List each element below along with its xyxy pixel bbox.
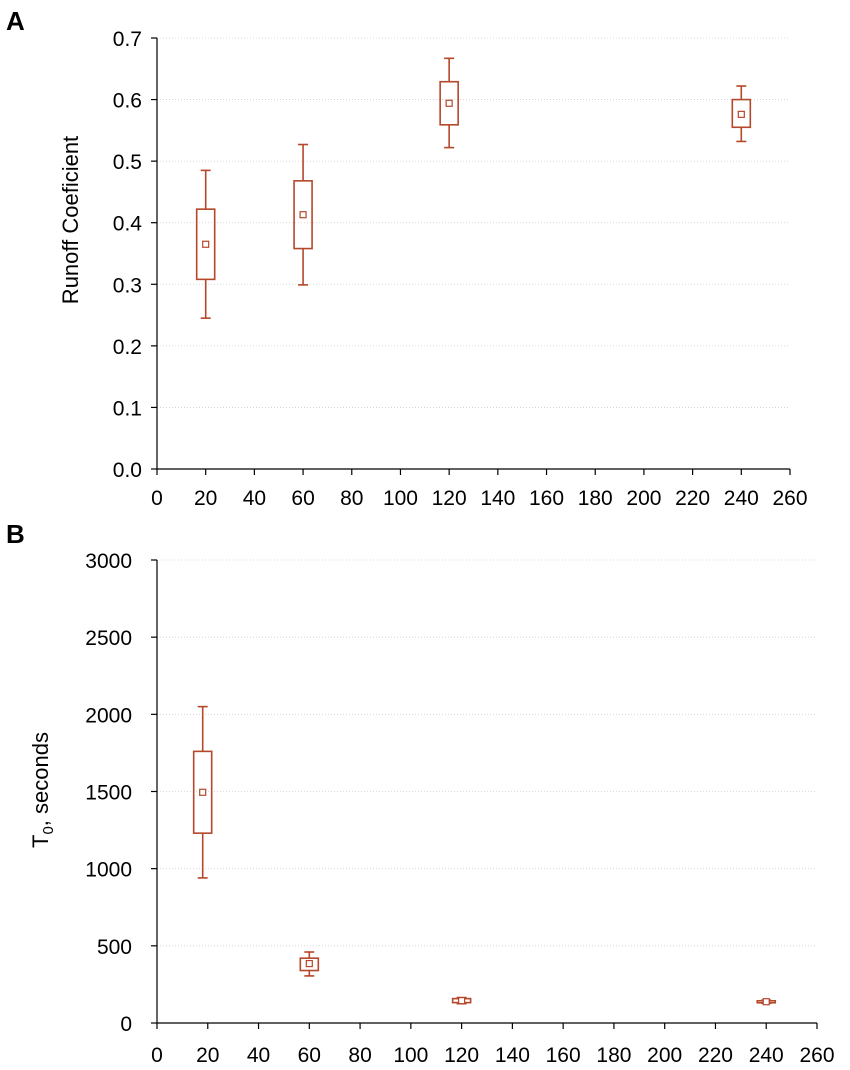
x-tick-label: 160 [546,1044,581,1067]
mean-marker [299,211,307,219]
x-tick-label: 40 [243,487,266,510]
panel-a-chart: A Runoff Coeficient 0.00.10.20.30.40.50.… [6,6,808,510]
x-tick-label: 40 [247,1044,270,1067]
panel-b-y-axis-title-main: T [28,835,53,848]
x-tick-label: 180 [578,487,613,510]
box-plot-group [439,57,459,149]
iqr-box [731,98,752,129]
panel-a-label: A [6,6,25,36]
y-tick-label: 0.0 [113,459,142,482]
box-plot-group [731,85,752,143]
y-tick-label: 0.3 [113,274,142,297]
x-tick-label: 140 [480,487,515,510]
box-plot-group [299,951,320,977]
x-tick-label: 200 [647,1044,682,1067]
x-tick-label: 80 [348,1044,371,1067]
x-tick-label: 60 [291,487,314,510]
iqr-box [192,750,213,834]
x-tick-label: 240 [749,1044,784,1067]
mean-marker [445,99,453,107]
x-tick-label: 80 [340,487,363,510]
x-tick-label: 140 [495,1044,530,1067]
y-tick-label: 0.7 [113,28,142,51]
iqr-box [195,208,216,281]
y-tick-label: 1000 [85,859,132,882]
panel-b-y-axis-title: T0, seconds [28,732,57,848]
box-plot-group [756,998,777,1006]
box-plot-group [451,996,472,1005]
mean-marker [458,997,466,1005]
x-tick-label: 120 [444,1044,479,1067]
x-tick-label: 180 [596,1044,631,1067]
y-tick-label: 0.6 [113,90,142,113]
panel-a-axes [156,38,790,470]
panel-b-y-axis-title-subscript: 0 [40,826,57,834]
x-tick-label: 120 [432,487,467,510]
y-tick-label: 2000 [85,704,132,727]
mean-marker [202,240,210,248]
x-tick-label: 20 [196,1044,219,1067]
panel-a-gridlines [157,37,790,408]
y-tick-label: 0 [120,1013,132,1036]
box-plot-group [195,169,216,319]
panel-a-ticks: 0.0 0.1 0.2 0.3 0.4 0.5 0.6 0.7 0 20 40 60 80 100 120 1… [113,28,808,510]
x-tick-label: 200 [626,487,661,510]
panel-b-boxes [192,705,777,1006]
x-tick-label: 100 [383,487,418,510]
panel-a-y-axis-title: Runoff Coeficient [58,136,83,304]
y-tick-label: 0.1 [113,397,142,420]
box-plot-group [293,143,313,286]
x-tick-label: 20 [194,487,217,510]
iqr-box [293,180,313,250]
x-tick-label: 100 [393,1044,428,1067]
box-plot-group [192,705,213,879]
x-tick-label: 240 [724,487,759,510]
panel-b-y-axis-title-rest: , seconds [28,732,53,826]
y-tick-label: 3000 [85,550,132,573]
x-tick-label: 260 [772,487,807,510]
y-tick-label: 0.2 [113,336,142,359]
iqr-box [439,80,459,126]
y-tick-label: 0.4 [113,213,143,236]
mean-marker [762,998,770,1006]
y-tick-label: 0.5 [113,151,142,174]
y-tick-label: 500 [97,936,132,959]
x-tick-label: 160 [529,487,564,510]
x-tick-label: 60 [298,1044,321,1067]
x-tick-label: 220 [698,1044,733,1067]
panel-b-gridlines [157,559,817,947]
panel-b-ticks: 0 500 1000 1500 2000 2500 3000 0 20 40 60 80 100 120 1… [85,550,834,1067]
x-tick-label: 220 [675,487,710,510]
x-tick-label: 0 [151,1044,163,1067]
mean-marker [737,110,745,118]
y-tick-label: 2500 [85,627,132,650]
x-tick-label: 0 [151,487,163,510]
mean-marker [305,959,313,968]
y-tick-label: 1500 [85,782,132,805]
iqr-box [299,957,320,972]
x-tick-label: 260 [799,1044,834,1067]
panel-b-label: B [6,519,25,549]
mean-marker [199,788,207,796]
panel-a-boxes [195,57,752,319]
